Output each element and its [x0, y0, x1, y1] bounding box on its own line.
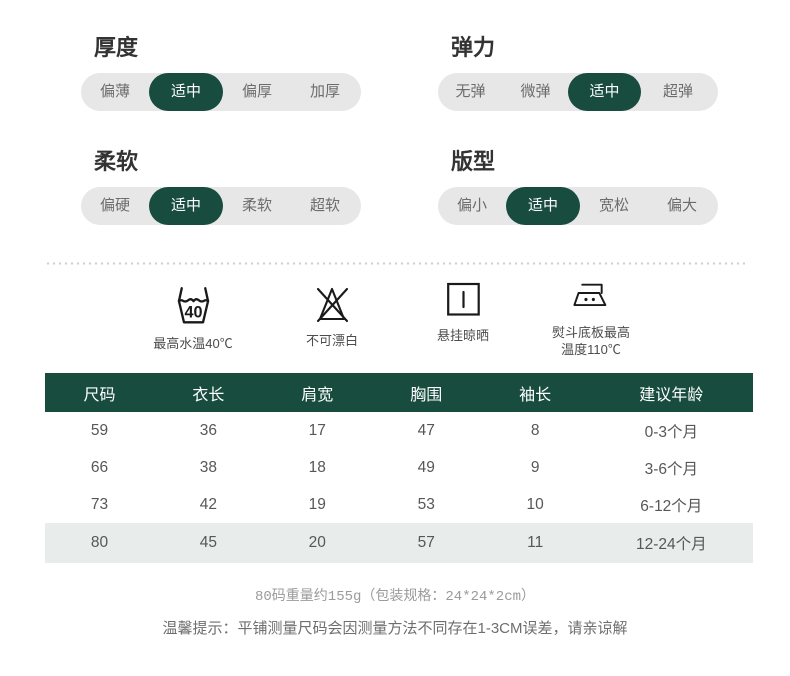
svg-text:40: 40: [184, 303, 202, 321]
